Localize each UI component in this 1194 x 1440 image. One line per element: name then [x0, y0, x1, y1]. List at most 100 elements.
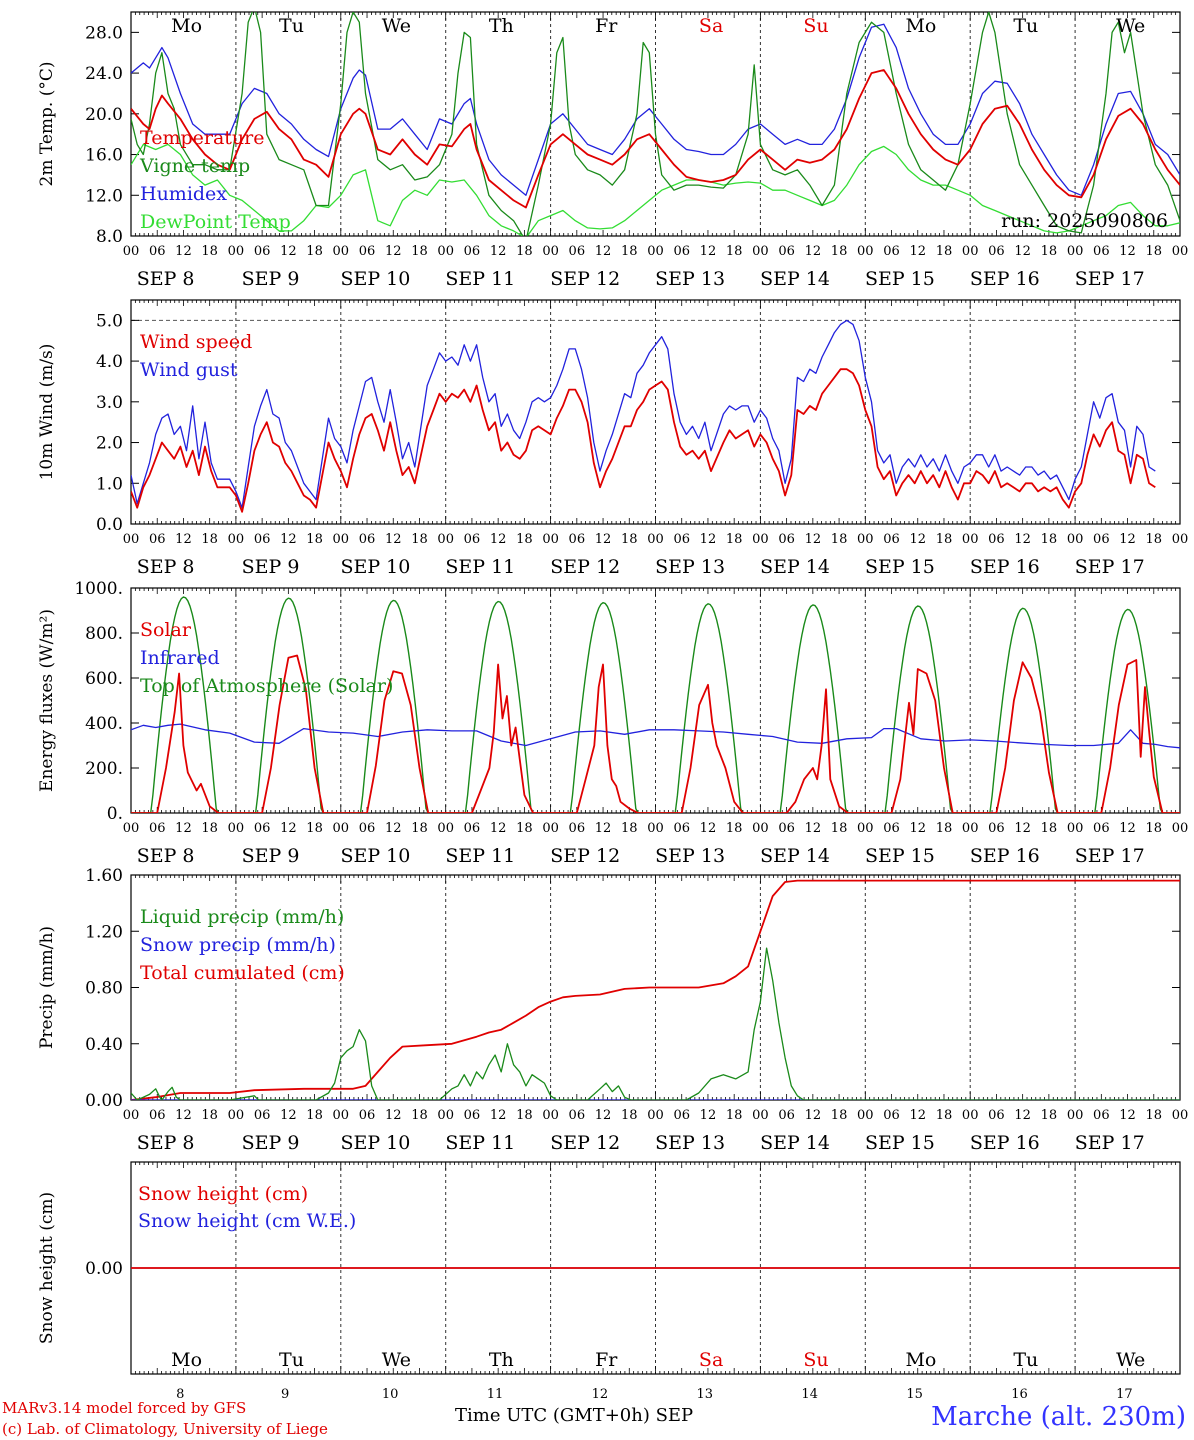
date-label: SEP 14: [760, 845, 830, 867]
date-label: SEP 10: [340, 268, 410, 290]
hour-tick-label: 06: [883, 244, 900, 259]
hour-tick-label: 00: [437, 1108, 454, 1123]
date-label: SEP 9: [242, 1132, 300, 1154]
date-label: SEP 9: [242, 845, 300, 867]
date-label: SEP 13: [655, 268, 725, 290]
y-tick-label: 1.0: [96, 474, 123, 494]
day-number-label: 10: [382, 1387, 399, 1402]
plot-frame: [130, 11, 1181, 237]
day-number-label: 15: [906, 1387, 923, 1402]
time-axis-label: Time UTC (GMT+0h) SEP: [455, 1405, 694, 1426]
hour-tick-label: 06: [464, 244, 481, 259]
hour-tick-label: 06: [254, 821, 271, 836]
date-label: SEP 11: [445, 845, 515, 867]
weekday-label: Sa: [699, 15, 723, 37]
plot-frame: [130, 299, 1181, 525]
copyright-text: (c) Lab. of Climatology, University of L…: [2, 1420, 328, 1438]
hour-tick-label: 18: [516, 1108, 533, 1123]
hour-tick-label: 00: [1172, 244, 1189, 259]
y-tick-label: 5.0: [96, 311, 123, 331]
hour-tick-label: 06: [569, 532, 586, 547]
hour-tick-label: 12: [175, 821, 192, 836]
hour-tick-label: 00: [123, 244, 140, 259]
hour-tick-label: 06: [1093, 821, 1110, 836]
hour-tick-label: 18: [201, 1108, 218, 1123]
hour-tick-label: 12: [700, 244, 717, 259]
hour-tick-label: 00: [962, 821, 979, 836]
hour-tick-label: 06: [464, 821, 481, 836]
hour-tick-label: 12: [490, 821, 507, 836]
hour-tick-label: 00: [228, 532, 245, 547]
date-label: SEP 11: [445, 1132, 515, 1154]
weekday-label: Fr: [595, 1349, 618, 1371]
hour-tick-label: 12: [700, 532, 717, 547]
y-tick-label: 1.60: [85, 866, 123, 886]
y-tick-label: 16.0: [85, 146, 123, 166]
hour-tick-label: 18: [201, 821, 218, 836]
hour-tick-label: 18: [936, 1108, 953, 1123]
date-label: SEP 12: [550, 1132, 620, 1154]
hour-tick-label: 00: [1172, 821, 1189, 836]
legend-entry: Wind speed: [140, 331, 252, 353]
hour-tick-label: 00: [437, 532, 454, 547]
date-label: SEP 10: [340, 1132, 410, 1154]
hour-tick-label: 18: [306, 821, 323, 836]
hour-tick-label: 00: [647, 821, 664, 836]
hour-tick-label: 12: [805, 244, 822, 259]
hour-tick-label: 00: [752, 532, 769, 547]
hour-tick-label: 12: [805, 532, 822, 547]
y-axis-label: Snow height (cm): [37, 1192, 57, 1344]
weekday-label: Tu: [279, 1349, 304, 1371]
hour-tick-label: 06: [464, 1108, 481, 1123]
hour-tick-label: 18: [306, 244, 323, 259]
hour-tick-label: 18: [726, 532, 743, 547]
hour-tick-label: 18: [621, 532, 638, 547]
hour-tick-label: 00: [857, 532, 874, 547]
panel-3: [130, 587, 1181, 814]
hour-tick-label: 00: [123, 532, 140, 547]
weekday-label: We: [382, 15, 411, 37]
hour-tick-label: 12: [280, 244, 297, 259]
hour-tick-label: 12: [385, 244, 402, 259]
run-annotation: run: 2025090806: [1001, 210, 1168, 232]
y-tick-label: 0.40: [85, 1035, 123, 1055]
date-label: SEP 16: [970, 1132, 1040, 1154]
hour-tick-label: 12: [700, 1108, 717, 1123]
hour-tick-label: 00: [647, 1108, 664, 1123]
hour-tick-label: 06: [464, 532, 481, 547]
hour-tick-label: 00: [1172, 1108, 1189, 1123]
hour-tick-label: 00: [333, 1108, 350, 1123]
hour-tick-label: 12: [805, 1108, 822, 1123]
hour-tick-label: 00: [333, 244, 350, 259]
day-number-label: 13: [697, 1387, 714, 1402]
hour-tick-label: 00: [437, 821, 454, 836]
legend-entry: Solar: [140, 619, 192, 641]
legend-entry: Snow height (cm): [138, 1183, 308, 1205]
legend-entry: Liquid precip (mm/h): [140, 906, 344, 928]
panel-4: [130, 874, 1181, 1101]
y-tick-label: 4.0: [96, 352, 123, 372]
hour-tick-label: 12: [595, 821, 612, 836]
hour-tick-label: 12: [1014, 821, 1031, 836]
panel-2: [130, 299, 1181, 525]
hour-tick-label: 06: [149, 1108, 166, 1123]
date-label: SEP 12: [550, 845, 620, 867]
hour-tick-label: 06: [1093, 532, 1110, 547]
hour-tick-label: 06: [1093, 1108, 1110, 1123]
hour-tick-label: 00: [857, 1108, 874, 1123]
day-number-label: 16: [1011, 1387, 1028, 1402]
series-humidex: [131, 23, 1180, 196]
legend-entry: Infrared: [140, 647, 220, 669]
weekday-label: We: [1116, 1349, 1145, 1371]
hour-tick-label: 00: [123, 1108, 140, 1123]
hour-tick-label: 18: [621, 1108, 638, 1123]
hour-tick-label: 00: [333, 532, 350, 547]
legend-entry: Temperature: [140, 127, 264, 149]
hour-tick-label: 18: [726, 244, 743, 259]
legend-entry: Snow precip (mm/h): [140, 934, 336, 956]
hour-tick-label: 12: [280, 532, 297, 547]
hour-tick-label: 06: [569, 821, 586, 836]
hour-tick-label: 18: [1146, 244, 1163, 259]
hour-tick-label: 12: [175, 244, 192, 259]
legend-entry: Snow height (cm W.E.): [138, 1210, 356, 1232]
